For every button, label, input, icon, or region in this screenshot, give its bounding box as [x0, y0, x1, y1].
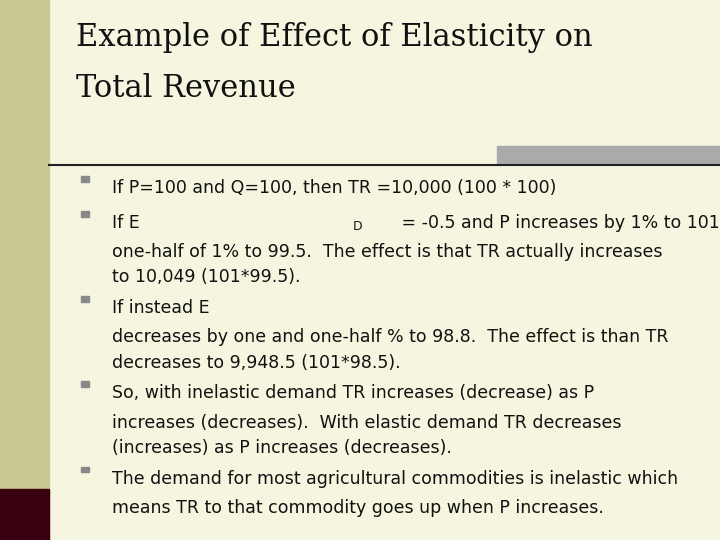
Bar [497, 146, 720, 163]
Text: The demand for most agricultural commodities is inelastic which: The demand for most agricultural commodi… [112, 470, 678, 488]
Text: D: D [353, 220, 362, 233]
Text: to 10,049 (101*99.5).: to 10,049 (101*99.5). [112, 268, 300, 286]
Text: decreases by one and one-half % to 98.8.  The effect is than TR: decreases by one and one-half % to 98.8.… [112, 328, 668, 346]
Text: If E: If E [112, 214, 140, 232]
Text: = -0.5 and P increases by 1% to 101, then Q decreases by: = -0.5 and P increases by 1% to 101, the… [396, 214, 720, 232]
Text: means TR to that commodity goes up when P increases.: means TR to that commodity goes up when … [112, 499, 603, 517]
Text: decreases to 9,948.5 (101*98.5).: decreases to 9,948.5 (101*98.5). [112, 354, 400, 372]
Bar [0, 489, 49, 540]
Bar [81, 296, 89, 302]
Text: increases (decreases).  With elastic demand TR decreases: increases (decreases). With elastic dema… [112, 414, 621, 431]
Text: If instead E: If instead E [112, 299, 210, 317]
Text: one-half of 1% to 99.5.  The effect is that TR actually increases: one-half of 1% to 99.5. The effect is th… [112, 243, 662, 261]
Bar [81, 467, 89, 472]
Text: (increases) as P increases (decreases).: (increases) as P increases (decreases). [112, 439, 451, 457]
Bar [0, 0, 49, 540]
Text: So, with inelastic demand TR increases (decrease) as P: So, with inelastic demand TR increases (… [112, 384, 594, 402]
Bar [81, 176, 89, 182]
Bar [81, 381, 89, 387]
Text: If P=100 and Q=100, then TR =10,000 (100 * 100): If P=100 and Q=100, then TR =10,000 (100… [112, 179, 556, 197]
Text: Example of Effect of Elasticity on: Example of Effect of Elasticity on [76, 22, 593, 52]
Text: Total Revenue: Total Revenue [76, 73, 295, 104]
Bar [81, 211, 89, 217]
